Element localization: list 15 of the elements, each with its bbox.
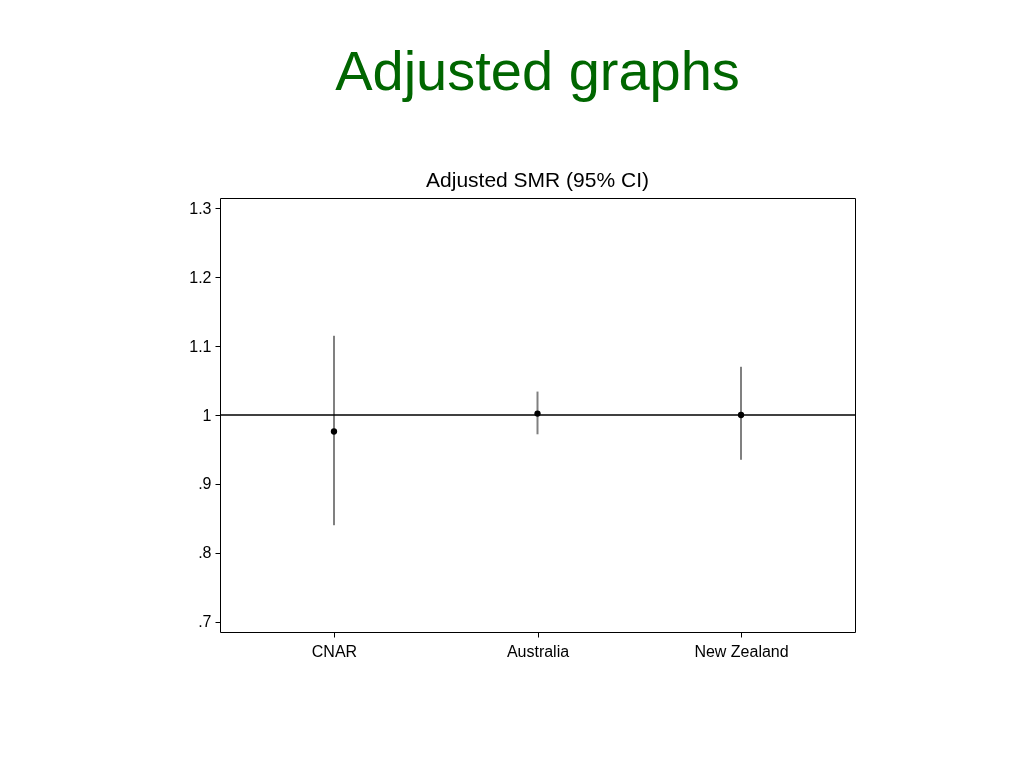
point: [534, 410, 541, 417]
y-tick-label: 1.2: [189, 268, 212, 286]
point: [330, 428, 338, 435]
y-tick-label: 1.1: [189, 337, 212, 355]
chart-title: Adjusted graphs: [335, 39, 740, 102]
y-tick-label: .8: [198, 544, 212, 562]
y-tick-label: .7: [198, 613, 212, 631]
y-tick-label: 1: [202, 406, 212, 424]
chart-subtitle: Adjusted SMR (95% CI): [426, 168, 649, 191]
x-tick-label: Australia: [506, 642, 570, 660]
y-tick-label: .9: [198, 475, 212, 493]
x-tick-label: New Zealand: [694, 642, 789, 660]
y-tick-label: 1.3: [189, 199, 212, 217]
x-tick-label: CNAR: [311, 642, 358, 660]
point: [737, 411, 745, 419]
